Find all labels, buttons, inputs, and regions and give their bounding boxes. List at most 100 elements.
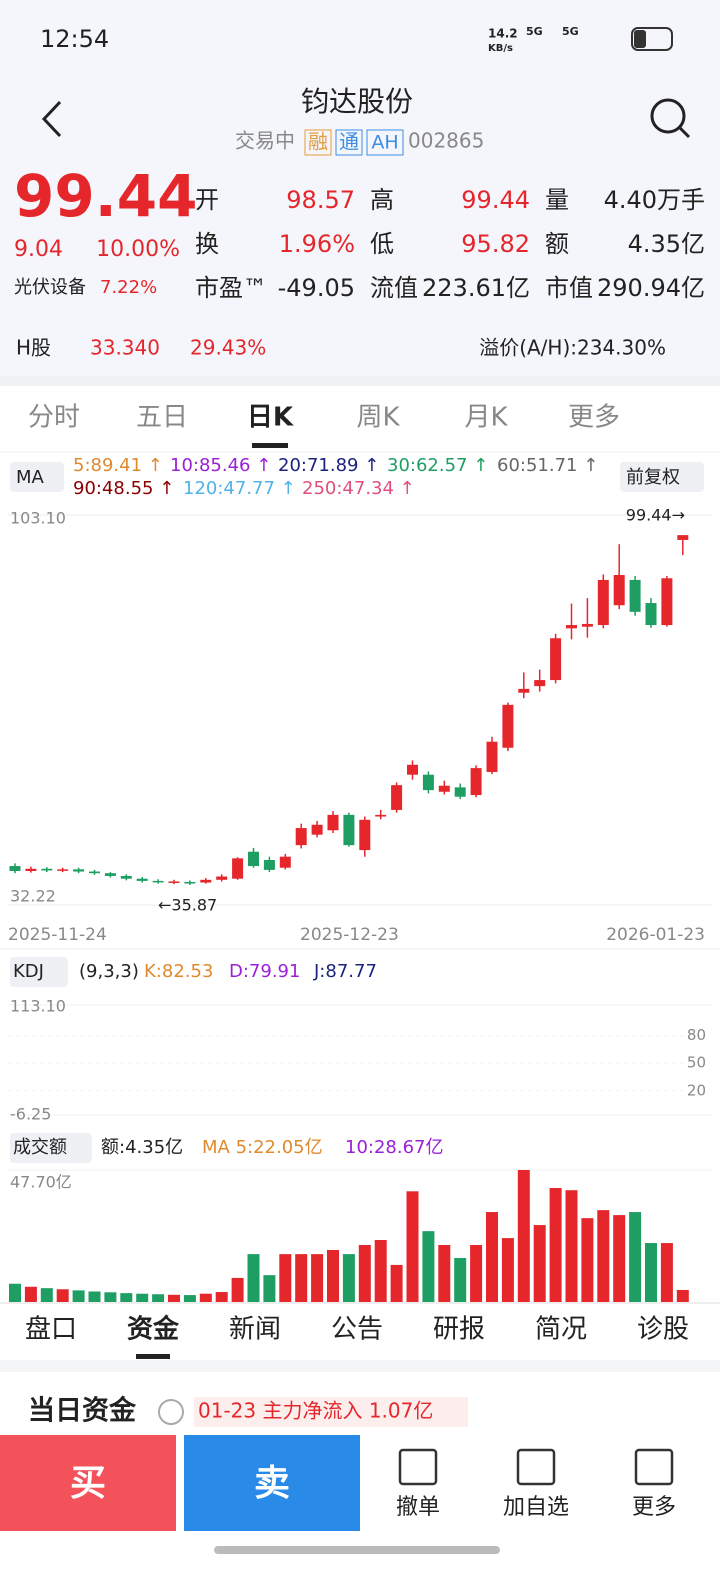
search-button[interactable] bbox=[650, 98, 686, 134]
bottom-tab[interactable]: 诊股 bbox=[637, 1315, 689, 1345]
candle-body bbox=[422, 774, 434, 791]
volume-bar bbox=[311, 1254, 324, 1302]
candle-body bbox=[200, 879, 212, 883]
stock-code: 002865 bbox=[408, 129, 484, 153]
back-button[interactable] bbox=[41, 100, 62, 138]
sector-pct[interactable]: 7.22% bbox=[100, 277, 157, 298]
tool-icon[interactable] bbox=[516, 1448, 556, 1486]
candle-body bbox=[216, 876, 228, 880]
field-label: 流值 bbox=[370, 274, 418, 302]
candle-body bbox=[327, 814, 339, 831]
volume-bar bbox=[279, 1254, 292, 1302]
volume-bar bbox=[454, 1258, 467, 1302]
y-tick-label: 103.10 bbox=[10, 509, 66, 528]
buy-button[interactable] bbox=[0, 1435, 176, 1531]
bottom-tab[interactable]: 公告 bbox=[331, 1315, 383, 1345]
ma-select[interactable] bbox=[10, 462, 64, 492]
candle-body bbox=[645, 603, 657, 626]
adjust-select[interactable] bbox=[620, 462, 704, 492]
tag: 融 bbox=[308, 130, 328, 154]
candle-body bbox=[232, 858, 244, 879]
capital-title: 当日资金 bbox=[28, 1395, 137, 1427]
field-label: 量 bbox=[545, 186, 569, 214]
ma-item: 30:62.57 ↑ bbox=[387, 455, 488, 476]
field-value: -49.05 bbox=[278, 274, 355, 302]
x-date-label: 2025-12-23 bbox=[300, 925, 399, 945]
bottom-tab[interactable]: 研报 bbox=[433, 1315, 485, 1345]
y2-tick-label: 50 bbox=[687, 1054, 706, 1072]
h-pct: 29.43% bbox=[190, 336, 266, 360]
candle-body bbox=[248, 851, 259, 867]
sell-button[interactable] bbox=[184, 1435, 360, 1531]
candle-body bbox=[470, 768, 482, 796]
chart-tab[interactable]: 分时 bbox=[28, 403, 80, 433]
kdj-select[interactable] bbox=[10, 957, 68, 987]
divider bbox=[0, 1360, 720, 1372]
volume-bar bbox=[327, 1249, 339, 1302]
bottom-tab[interactable]: 资金 bbox=[127, 1314, 180, 1345]
candle-body bbox=[550, 638, 562, 681]
vol-ma5: MA 5:22.05亿 bbox=[202, 1137, 323, 1158]
field-value: 1.96% bbox=[279, 230, 355, 258]
battery bbox=[631, 27, 673, 51]
candle-body bbox=[438, 785, 450, 792]
volume-bar bbox=[152, 1294, 165, 1302]
stock-title: 钧达股份 bbox=[301, 85, 413, 118]
candle-body bbox=[391, 785, 403, 810]
top-bg bbox=[0, 0, 720, 380]
candle-body bbox=[41, 868, 53, 871]
volume-bar bbox=[549, 1187, 562, 1302]
premium[interactable]: 溢价(A/H):234.30% bbox=[479, 336, 666, 360]
candle-body bbox=[279, 856, 291, 868]
bottom-tab[interactable]: 新闻 bbox=[229, 1315, 281, 1345]
field-value: 290.94亿 bbox=[597, 274, 705, 302]
sell-label: 卖 bbox=[254, 1463, 290, 1504]
volume-bar bbox=[486, 1212, 498, 1302]
bottom-tab[interactable]: 简况 bbox=[535, 1315, 587, 1345]
kdj-params: (9,3,3) bbox=[79, 961, 139, 982]
chart-tab[interactable]: 周K bbox=[356, 403, 400, 433]
chart-tab[interactable]: 更多 bbox=[568, 403, 620, 433]
field-label: 市值 bbox=[545, 274, 593, 302]
volume-bar bbox=[263, 1275, 276, 1302]
net: 5G bbox=[562, 25, 579, 38]
ma-label: MA bbox=[16, 467, 45, 488]
candle-body bbox=[518, 688, 530, 693]
bottom-tab[interactable]: 盘口 bbox=[25, 1315, 77, 1345]
tool-icon[interactable] bbox=[398, 1448, 438, 1486]
charts: 103.10 32.22 99.44→ ←35.87 2025-11-24 2025-12… bbox=[0, 506, 720, 1302]
field-value: 95.82 bbox=[461, 230, 530, 258]
y-tick-label: -6.25 bbox=[10, 1105, 51, 1124]
home-indicator bbox=[214, 1546, 500, 1554]
candle-body bbox=[120, 875, 132, 879]
h-label: H股 bbox=[16, 336, 51, 360]
candle-body bbox=[613, 574, 625, 606]
chart-tab[interactable]: 日K bbox=[247, 403, 294, 433]
change: 9.04 bbox=[14, 237, 63, 262]
candle-body bbox=[25, 868, 37, 871]
tag-box bbox=[304, 129, 332, 156]
tool-label: 加自选 bbox=[503, 1495, 569, 1520]
volume-bar bbox=[72, 1290, 85, 1302]
tool-icon[interactable] bbox=[634, 1448, 674, 1486]
ma-item: 90:48.55 ↑ bbox=[73, 478, 174, 499]
chart-tab[interactable]: 五日 bbox=[136, 403, 188, 433]
volume-bar bbox=[565, 1190, 578, 1302]
tag: 通 bbox=[339, 130, 359, 154]
net: 5G bbox=[526, 25, 543, 38]
help-icon[interactable] bbox=[158, 1399, 184, 1425]
x-date-label: 2025-11-24 bbox=[8, 925, 107, 945]
candle-body bbox=[311, 824, 323, 835]
tool-label: 撤单 bbox=[396, 1495, 440, 1520]
tag-box bbox=[335, 129, 363, 156]
chart-tab[interactable]: 月K bbox=[464, 403, 508, 433]
tool-label: 更多 bbox=[632, 1495, 676, 1520]
tab-indicator bbox=[252, 443, 288, 448]
tag: AH bbox=[371, 132, 398, 154]
trade-status: 交易中 bbox=[235, 129, 295, 153]
volume-bar bbox=[199, 1293, 212, 1302]
vol-select[interactable] bbox=[10, 1133, 92, 1163]
candle-body bbox=[343, 814, 355, 846]
